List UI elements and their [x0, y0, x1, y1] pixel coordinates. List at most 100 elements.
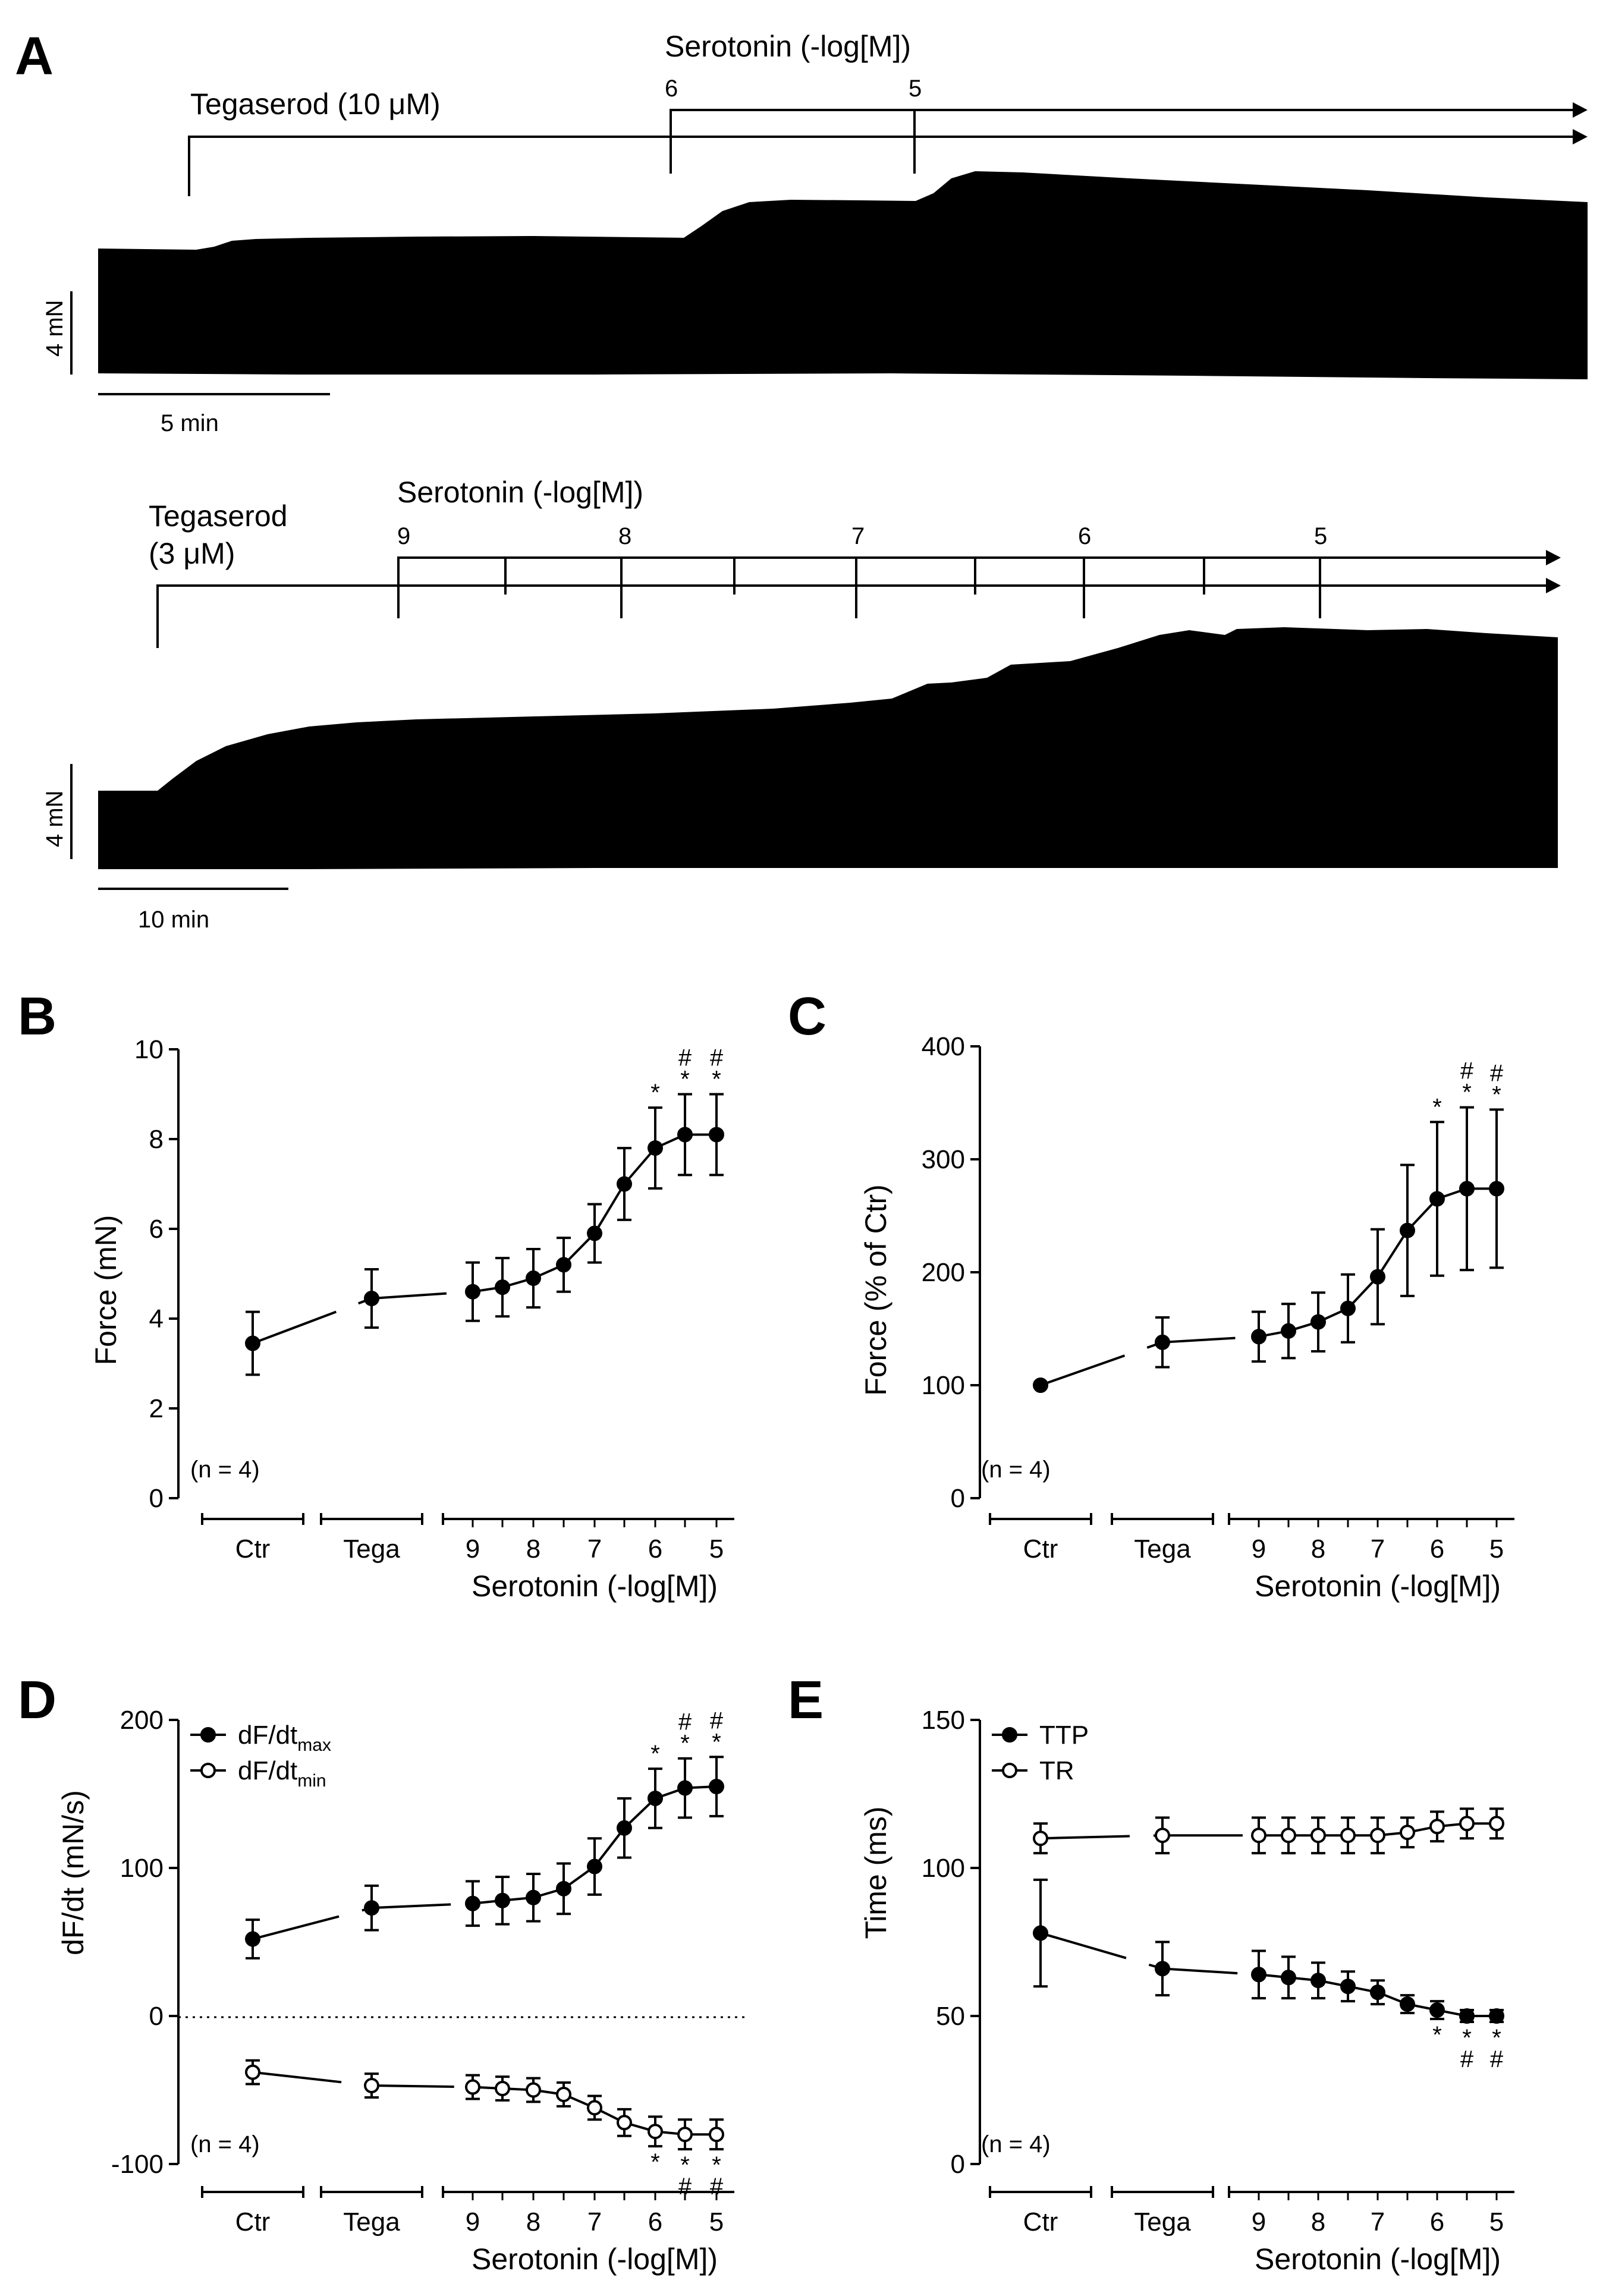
panel-e-significance-marker: #: [1490, 2046, 1504, 2072]
panel-d-significance-marker: *: [712, 1729, 721, 1755]
bottom-mark-8: 8: [618, 523, 631, 549]
panel-e-x-label-serotonin: 5: [1489, 2207, 1504, 2237]
panel-b-y-tick-label: 6: [149, 1215, 164, 1244]
panel-c-significance-marker: *: [1462, 1080, 1472, 1106]
panel-e-legend: TTP TR: [992, 1721, 1089, 1785]
panel-b-series-0-point: [526, 1270, 541, 1287]
bottom-arrowhead-1: [1546, 550, 1561, 565]
top-drug-label: Tegaserod (10 μM): [190, 87, 441, 121]
panel-e-series-1-point: [1340, 1828, 1356, 1844]
panel-b-y-tick-label: 0: [149, 1484, 164, 1513]
panel-c-marks: **#*#: [1033, 1058, 1504, 1393]
panel-d-series-1-point: [587, 2100, 602, 2116]
bottom-force-trace: [98, 627, 1558, 869]
panel-c: C Force (% of Ctr) (n = 4) 0 100 200 300 400…: [788, 987, 1514, 1603]
panel-d-y-tick-label: 0: [149, 2002, 164, 2031]
panel-d-series-1-point: [648, 2124, 663, 2140]
panel-e: E Time (ms) (n = 4) 0 50 100 150 Ctr Tega 9 8 7 6…: [788, 1671, 1514, 2276]
panel-e-series-0-point: [1340, 1979, 1356, 1995]
panel-c-series-0-point: [1400, 1222, 1415, 1238]
top-mark-5: 5: [909, 76, 922, 102]
panel-b-significance-marker: #: [710, 1045, 724, 1071]
panel-b-y-tick-label: 4: [149, 1304, 164, 1333]
panel-d-marks: * *#*#* *#*#: [245, 1707, 724, 2200]
panel-d-y-tick-label: 200: [120, 1706, 164, 1735]
panel-d-significance-marker: #: [710, 1707, 724, 1734]
panel-e-series-0-point: [1251, 1967, 1266, 1983]
panel-d-series-0-point: [526, 1889, 541, 1905]
panel-e-series-1-point: [1251, 1828, 1266, 1844]
panel-e-x-label-serotonin: 7: [1371, 2207, 1385, 2237]
bottom-force-scale-label: 4 mN: [42, 790, 68, 847]
panel-e-legend-symbol: [1002, 1763, 1017, 1778]
panel-e-series-0-point: [1155, 1961, 1170, 1977]
panel-d-series-0-point: [648, 1790, 663, 1806]
top-serotonin-line-1: [670, 109, 1573, 174]
bottom-mark-7: 7: [851, 523, 865, 549]
panel-e-series-1-point: [1310, 1828, 1326, 1844]
panel-b-x-title: Serotonin (-log[M]): [472, 1570, 718, 1603]
panel-b-x-label-tega: Tega: [343, 1534, 400, 1564]
panel-b-series-0-point: [709, 1127, 724, 1143]
bottom-serotonin-line-1: [397, 556, 1546, 618]
panel-label-a: A: [15, 27, 54, 86]
panel-c-series-0-dashed-line: [1040, 1335, 1259, 1386]
panel-d-x-label-serotonin: 5: [709, 2207, 724, 2237]
panel-d-series-0-point: [495, 1892, 510, 1908]
panel-e-n-label: (n = 4): [981, 2131, 1051, 2157]
panel-e-series-0-point: [1489, 2008, 1504, 2024]
panel-e-series-0-point: [1310, 1973, 1326, 1989]
panel-c-x-label-serotonin: 9: [1252, 1534, 1266, 1564]
panel-d-series-0-point: [709, 1779, 724, 1795]
panel-c-series-0-point: [1459, 1181, 1475, 1197]
panel-e-legend-label: TTP: [1039, 1721, 1089, 1750]
panel-c-series-0-point: [1429, 1191, 1445, 1207]
panel-d-x-label-serotonin: 8: [526, 2207, 540, 2237]
panel-b-significance-marker: #: [678, 1045, 692, 1071]
panel-b-y-tick-label: 2: [149, 1394, 164, 1423]
panel-b-x-label-serotonin: 8: [526, 1534, 540, 1564]
panel-d-series-1-point: [709, 2127, 724, 2143]
panel-d-series-1-point: [364, 2078, 379, 2094]
panel-c-series-0-point: [1310, 1314, 1326, 1330]
panel-c-series-0-point: [1155, 1334, 1170, 1350]
panel-b-series-0-point: [648, 1140, 663, 1156]
panel-b-significance-marker: *: [680, 1067, 690, 1093]
panel-d-significance-marker: *: [680, 1731, 690, 1757]
panel-b-series-0-point: [587, 1225, 602, 1241]
panel-d-x-title: Serotonin (-log[M]): [472, 2242, 718, 2276]
top-force-trace: [98, 171, 1588, 379]
panel-b-series-0-dashed-line: [252, 1290, 473, 1345]
panel-e-series-0-point: [1281, 1970, 1296, 1986]
panel-d-x-label-ctr: Ctr: [235, 2207, 271, 2237]
panel-d-series-1-point: [556, 2086, 571, 2102]
panel-b-series-0-point: [556, 1257, 571, 1273]
panel-d-significance-marker: *: [650, 1741, 660, 1767]
panel-e-y-tick-label: 50: [936, 2002, 965, 2031]
panel-label-d: D: [18, 1671, 56, 1730]
panel-d-series-1-point: [495, 2081, 510, 2097]
panel-d-significance-marker: *: [680, 2152, 690, 2178]
panel-e-legend-symbol: [1002, 1727, 1017, 1743]
top-time-scale-label: 5 min: [161, 410, 219, 436]
panel-d-significance-marker: *: [712, 2152, 721, 2178]
panel-b-y-tick-label: 10: [134, 1035, 164, 1064]
panel-label-e: E: [788, 1671, 824, 1730]
panel-c-series-0-point: [1281, 1323, 1296, 1339]
panel-b-series-0-point: [245, 1335, 260, 1351]
panel-d: D dF/dt (mN/s) (n = 4) -100 0 100 200 Ctr Teg…: [18, 1671, 749, 2276]
panel-d-x-label-serotonin: 7: [587, 2207, 602, 2237]
panel-e-series-1-point: [1489, 1816, 1504, 1832]
panel-c-axes: 0 100 200 300 400 Ctr Tega 9 8 7 6 5 Serotonin (-log…: [922, 1032, 1514, 1603]
panel-c-y-tick-label: 200: [922, 1258, 965, 1287]
panel-d-axes: -100 0 100 200 Ctr Tega 9 8 7 6 5 Serotonin (-log[M…: [111, 1706, 734, 2276]
panel-e-series-1-point: [1155, 1828, 1170, 1844]
panel-c-y-tick-label: 300: [922, 1145, 965, 1174]
panel-b-series-0-point: [617, 1176, 632, 1192]
panel-c-significance-marker: #: [1490, 1060, 1504, 1086]
panel-c-x-label-serotonin: 6: [1430, 1534, 1444, 1564]
bottom-mark-9: 9: [397, 523, 410, 549]
panel-label-b: B: [18, 987, 56, 1046]
panel-d-series-0-point: [556, 1880, 571, 1896]
